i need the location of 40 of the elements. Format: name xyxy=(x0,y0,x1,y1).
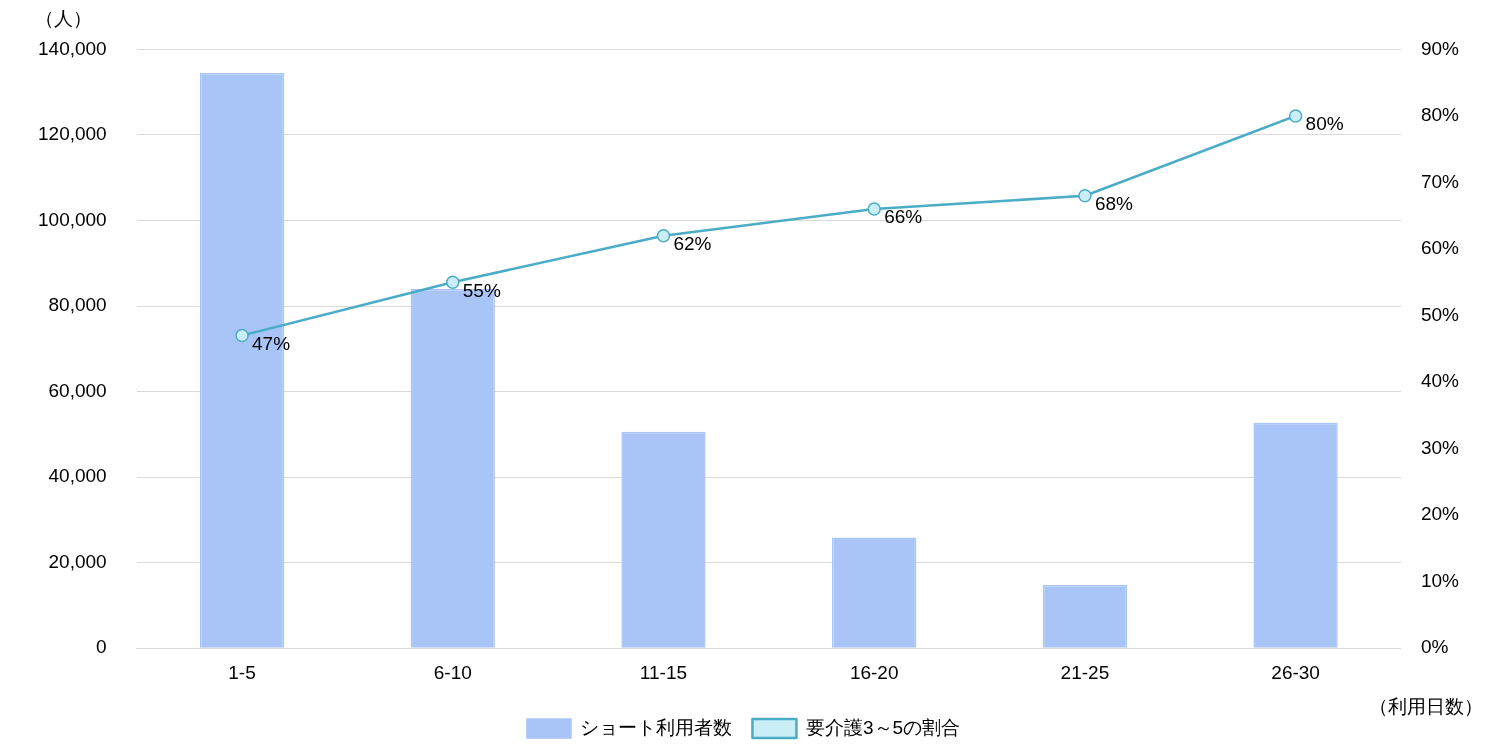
data-label: 68% xyxy=(1094,193,1134,215)
point xyxy=(867,202,881,216)
data-label: 62% xyxy=(673,232,712,254)
x-tick-label: 6-10 xyxy=(433,661,472,683)
y2-tick-label: 60% xyxy=(1420,237,1460,259)
data-label: 47% xyxy=(252,332,291,354)
y2-tick-label: 20% xyxy=(1420,503,1460,525)
x-tick-label: 1-5 xyxy=(228,661,256,683)
y2-tick-label: 80% xyxy=(1420,104,1460,126)
legend-label: ショート利用者数 xyxy=(580,716,733,738)
x-tick-label: 16-20 xyxy=(849,661,899,683)
x-tick-label: 11-15 xyxy=(639,661,688,683)
y-tick-label: 40,000 xyxy=(48,465,107,487)
data-label: 55% xyxy=(462,279,501,301)
y-tick-label: 140,000 xyxy=(37,37,107,59)
y2-tick-label: 90% xyxy=(1420,37,1460,59)
point xyxy=(656,228,671,243)
point xyxy=(235,328,249,343)
x-tick-label: 21-25 xyxy=(1060,661,1110,683)
y2-tick-label: 10% xyxy=(1420,569,1460,591)
y-tick-label: 80,000 xyxy=(48,294,107,316)
point xyxy=(1078,189,1092,203)
x-tick-label: 26-30 xyxy=(1271,661,1320,683)
y-tick-label: 100,000 xyxy=(37,208,107,230)
y2-tick-label: 50% xyxy=(1420,303,1460,325)
y-tick-label: 120,000 xyxy=(37,123,107,145)
y2-tick-label: 30% xyxy=(1420,436,1460,458)
point xyxy=(446,275,460,290)
data-label: 66% xyxy=(884,206,923,228)
y2-tick-label: 0% xyxy=(1420,636,1449,658)
x-axis-title: （利用日数） xyxy=(1369,696,1483,718)
y2-tick-label: 70% xyxy=(1420,170,1460,192)
legend-label: 要介護3～5の割合 xyxy=(805,716,961,738)
point xyxy=(1288,109,1303,123)
y2-tick-label: 40% xyxy=(1420,370,1460,392)
data-label: 80% xyxy=(1305,113,1344,135)
y-tick-label: 0 xyxy=(96,636,107,658)
y-tick-label: 60,000 xyxy=(48,379,107,401)
y-tick-label: 20,000 xyxy=(48,550,107,572)
y-axis-title: （人） xyxy=(34,8,92,30)
